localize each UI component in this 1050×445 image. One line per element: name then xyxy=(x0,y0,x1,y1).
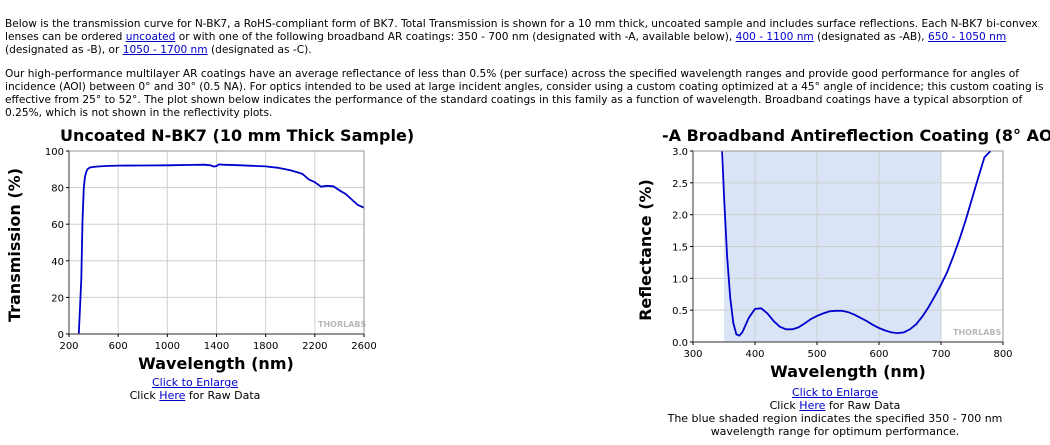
left-x-axis-label: Wavelength (nm) xyxy=(138,354,294,373)
left-y-tick-label: 80 xyxy=(51,184,64,195)
right-chart-caption: Click to Enlarge Click Here for Raw Data… xyxy=(630,386,1040,438)
left-enlarge-link[interactable]: Click to Enlarge xyxy=(151,376,239,389)
intro-paragraph-2: Our high-performance multilayer AR coati… xyxy=(5,68,1044,119)
left-raw-prefix: Click xyxy=(129,389,160,402)
right-raw-data-link[interactable]: Here xyxy=(799,399,826,412)
link-coating-ab[interactable]: 400 - 1100 nm xyxy=(735,31,814,43)
right-raw-suffix: for Raw Data xyxy=(825,399,901,412)
left-x-tick-label: 200 xyxy=(59,341,78,352)
left-y-axis-label: Transmission (%) xyxy=(5,168,24,322)
right-y-tick-label: 1.0 xyxy=(672,274,688,285)
intro-text: Below is the transmission curve for N-BK… xyxy=(5,18,1038,43)
left-chart-title: Uncoated N-BK7 (10 mm Thick Sample) xyxy=(60,126,415,145)
left-x-tick-label: 2600 xyxy=(351,341,376,352)
right-x-tick-label: 500 xyxy=(807,349,826,360)
right-x-tick-label: 700 xyxy=(931,349,950,360)
link-coating-b[interactable]: 650 - 1050 nm xyxy=(928,31,1007,43)
link-coating-c[interactable]: 1050 - 1700 nm xyxy=(122,44,208,56)
intro-text: (designated as -AB), xyxy=(813,31,928,43)
right-y-tick-label: 2.5 xyxy=(672,179,688,190)
left-watermark: THORLABS xyxy=(318,320,367,329)
left-chart: THORLABS 200 600 1000 1400 1800 2200 2600 0 20 40 6… xyxy=(5,147,377,373)
intro-text: or with one of the following broadband A… xyxy=(175,31,736,43)
right-y-tick-label: 3.0 xyxy=(672,147,688,158)
link-uncoated[interactable]: uncoated xyxy=(125,31,176,43)
right-chart: THORLABS 300 400 500 600 700 800 0.0 0.5 1.0 1.5 2.… xyxy=(636,147,1013,381)
right-y-tick-label: 1.5 xyxy=(672,243,688,254)
right-x-axis-label: Wavelength (nm) xyxy=(770,362,926,381)
left-x-tick-label: 1800 xyxy=(253,341,278,352)
right-x-tick-label: 600 xyxy=(869,349,888,360)
right-y-tick-label: 0.5 xyxy=(672,306,688,317)
right-x-tick-label: 800 xyxy=(993,349,1012,360)
left-x-tick-label: 600 xyxy=(109,341,128,352)
intro-paragraph-1: Below is the transmission curve for N-BK… xyxy=(5,18,1045,57)
intro-text: (designated as -C). xyxy=(207,44,312,56)
right-x-tick-label: 300 xyxy=(683,349,702,360)
left-chart-caption: Click to Enlarge Click Here for Raw Data xyxy=(120,376,270,402)
right-raw-prefix: Click xyxy=(769,399,800,412)
left-raw-suffix: for Raw Data xyxy=(185,389,261,402)
right-watermark: THORLABS xyxy=(953,328,1002,337)
left-y-tick-label: 100 xyxy=(45,147,64,158)
left-y-tick-label: 20 xyxy=(51,293,64,304)
left-y-tick-label: 60 xyxy=(51,220,64,231)
right-chart-title: -A Broadband Antireflection Coating (8° … xyxy=(662,126,1050,145)
left-x-tick-label: 1000 xyxy=(155,341,180,352)
intro-text: (designated as -B), or xyxy=(5,44,123,56)
right-y-tick-label: 2.0 xyxy=(672,211,688,222)
right-y-axis-label: Reflectance (%) xyxy=(636,179,655,321)
left-x-tick-label: 1400 xyxy=(204,341,229,352)
left-y-tick-label: 0 xyxy=(58,330,64,341)
left-x-tick-label: 2200 xyxy=(302,341,327,352)
left-raw-data-link[interactable]: Here xyxy=(159,389,186,402)
left-y-tick-label: 40 xyxy=(51,257,64,268)
shaded-region-note: The blue shaded region indicates the spe… xyxy=(667,412,1003,438)
right-y-tick-label: 0.0 xyxy=(672,338,688,349)
left-series-line xyxy=(77,163,365,335)
right-enlarge-link[interactable]: Click to Enlarge xyxy=(791,386,879,399)
right-series-line xyxy=(721,150,992,337)
right-x-tick-label: 400 xyxy=(745,349,764,360)
